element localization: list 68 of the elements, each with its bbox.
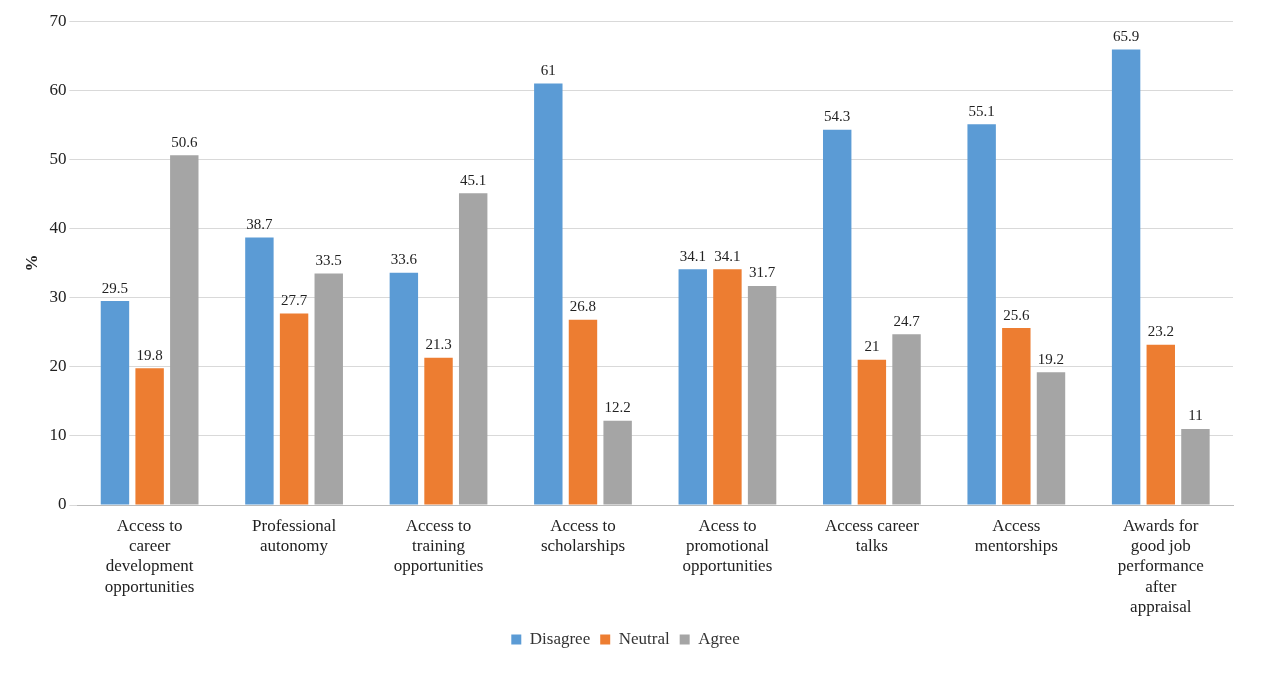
- y-tick-label: 10: [49, 425, 67, 445]
- data-label: 34.1: [714, 247, 741, 264]
- y-tick-label: 60: [49, 79, 67, 99]
- bar: [857, 359, 887, 505]
- data-label: 54.3: [824, 108, 851, 125]
- data-label: 26.8: [569, 298, 597, 315]
- bar: [534, 83, 563, 505]
- bar: [314, 273, 343, 505]
- x-tick-label: Access to scholarships: [540, 515, 625, 556]
- x-tick-label: Access to career development opportunities: [104, 515, 195, 596]
- y-tick-label: 0: [57, 494, 67, 514]
- y-tick-label: 30: [49, 287, 67, 307]
- data-label: 25.6: [1003, 306, 1030, 323]
- data-label: 29.5: [101, 279, 129, 296]
- data-label: 12.2: [604, 399, 631, 416]
- data-label: 19.8: [136, 346, 163, 363]
- x-tick-label: Acess to promotional opportunities: [682, 515, 773, 576]
- x-tick-label: Access to training opportunities: [393, 515, 484, 576]
- data-label: 55.1: [968, 102, 995, 119]
- data-label: 34.1: [679, 247, 706, 264]
- bar: [822, 129, 852, 505]
- data-label: 61: [540, 61, 556, 78]
- data-label: 50.6: [171, 133, 198, 150]
- legend-label: Agree: [698, 628, 740, 648]
- bar: [1111, 49, 1141, 505]
- bar: [1002, 328, 1031, 505]
- data-label: 24.7: [893, 312, 921, 329]
- bar: [1146, 344, 1175, 505]
- bar: [458, 193, 488, 505]
- bar: [568, 319, 598, 505]
- legend-label: Neutral: [618, 628, 670, 648]
- bar: [678, 269, 707, 505]
- bar: [1181, 428, 1210, 505]
- x-tick-label: Access career talks: [824, 515, 920, 556]
- bar: [603, 420, 632, 505]
- bar: [389, 272, 419, 505]
- data-label: 33.6: [390, 251, 418, 268]
- x-tick-label: Access mentorships: [974, 515, 1058, 556]
- legend-label: Disagree: [529, 628, 591, 648]
- bar: [967, 124, 996, 505]
- data-label: 38.7: [246, 215, 274, 232]
- data-label: 33.5: [315, 251, 342, 268]
- bar: [424, 357, 453, 505]
- data-label: 45.1: [460, 171, 487, 188]
- data-label: 65.9: [1112, 27, 1140, 44]
- data-label: 21: [864, 338, 880, 355]
- bar: [279, 313, 309, 505]
- data-label: 27.7: [280, 291, 308, 308]
- bar: [170, 155, 199, 505]
- bar: [713, 269, 742, 505]
- data-label: 11: [1188, 407, 1203, 424]
- y-axis-title: %: [21, 254, 41, 272]
- data-label: 23.2: [1147, 323, 1174, 340]
- bar: [747, 285, 777, 505]
- y-tick-label: 50: [49, 148, 67, 168]
- y-tick-label: 40: [49, 218, 67, 238]
- y-tick-label: 20: [49, 356, 67, 376]
- bar: [100, 301, 130, 505]
- bar: [245, 237, 274, 505]
- data-label: 31.7: [748, 264, 776, 281]
- y-tick-label: 70: [49, 10, 67, 30]
- data-label: 19.2: [1037, 350, 1065, 367]
- bar: [135, 368, 164, 505]
- x-tick-label: Awards for good job performance after appraisal: [1117, 515, 1204, 617]
- x-tick-label: Professional autonomy: [252, 515, 337, 556]
- bar: [1036, 372, 1066, 505]
- bar: [892, 334, 921, 505]
- data-label: 21.3: [425, 336, 452, 353]
